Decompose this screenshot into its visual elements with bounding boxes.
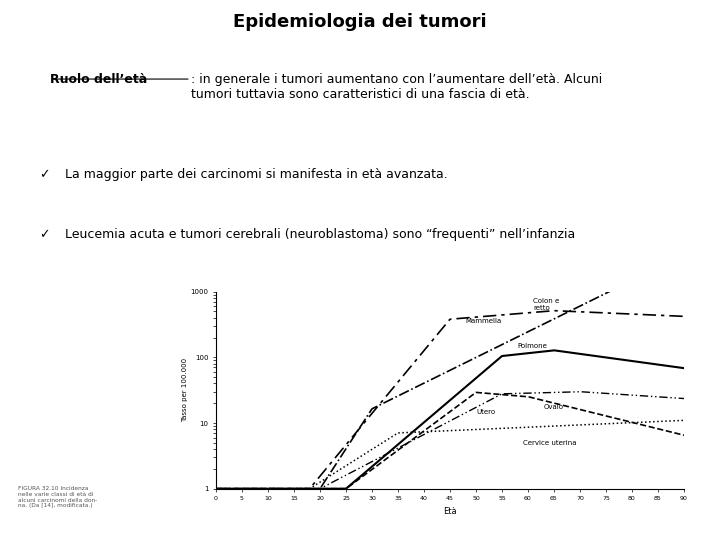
Text: ✓: ✓ xyxy=(40,228,50,241)
Text: Polmone: Polmone xyxy=(518,343,547,349)
Text: FIGURA 32.10 Incidenza
nelle varie classi di età di
alcuni carcinomi della don-
: FIGURA 32.10 Incidenza nelle varie class… xyxy=(18,486,97,508)
Text: Epidemiologia dei tumori: Epidemiologia dei tumori xyxy=(233,13,487,31)
Text: Utero: Utero xyxy=(476,409,495,415)
X-axis label: Età: Età xyxy=(444,507,456,516)
Text: Colon e
retto: Colon e retto xyxy=(534,298,559,311)
Text: Mammella: Mammella xyxy=(466,318,502,325)
Text: Leucemia acuta e tumori cerebrali (neuroblastoma) sono “frequenti” nell’infanzia: Leucemia acuta e tumori cerebrali (neuro… xyxy=(65,228,575,241)
Text: La maggior parte dei carcinomi si manifesta in età avanzata.: La maggior parte dei carcinomi si manife… xyxy=(65,168,448,181)
Text: Ovaio: Ovaio xyxy=(544,404,564,410)
Y-axis label: Tasso per 100.000: Tasso per 100.000 xyxy=(181,358,188,422)
Text: ✓: ✓ xyxy=(40,168,50,181)
Text: Cervice uterina: Cervice uterina xyxy=(523,440,576,445)
Text: Ruolo dell’età: Ruolo dell’età xyxy=(50,72,148,85)
Text: : in generale i tumori aumentano con l’aumentare dell’età. Alcuni
tumori tuttavi: : in generale i tumori aumentano con l’a… xyxy=(191,72,602,100)
